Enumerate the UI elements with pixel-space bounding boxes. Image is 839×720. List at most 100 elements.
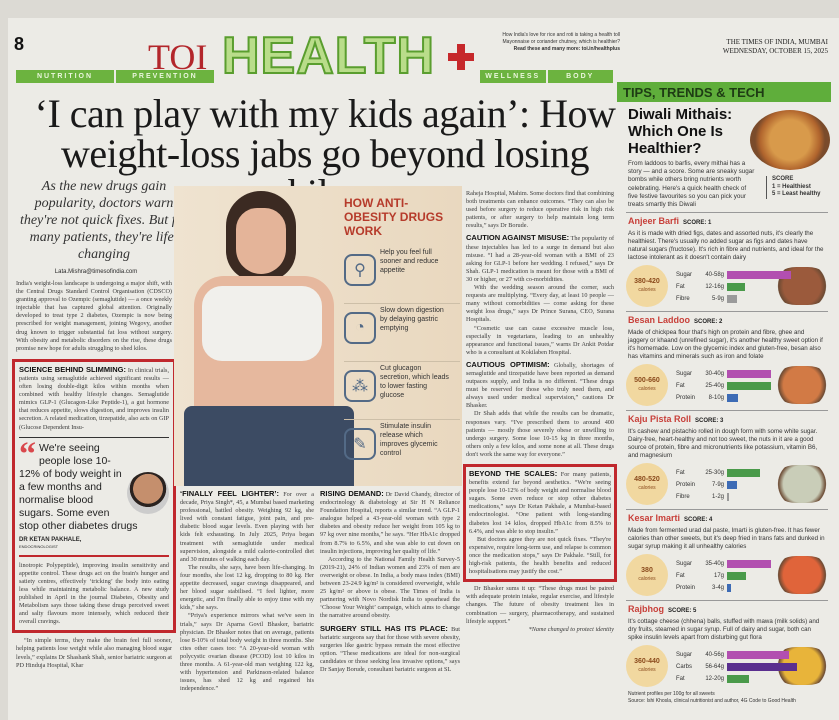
promo-line: Read these and many more: toi.in/healthp… [513, 46, 620, 52]
calorie-badge: 360-440 calories [626, 645, 668, 688]
science-tail: “In simple terms, they make the brain fe… [16, 637, 172, 669]
infographic-item: ⚲ Help you feel full sooner and reduce ap… [344, 246, 460, 304]
calorie-unit: calories [638, 386, 656, 393]
nav-body: BODY [548, 70, 615, 83]
nutrient-panel: 360-440 calories Sugar 40-56g Carbs 56-64g Fa… [620, 644, 834, 688]
promo-line: Mayonnaise or coriander chutney, which i… [502, 39, 620, 45]
footnote: *Name changed to protect identity [528, 625, 614, 633]
sidebar-title: Diwali Mithais: Which One Is Healthier? [628, 106, 733, 157]
nutrient-row: Fat 25-30g [676, 468, 760, 478]
calorie-value: 380 [641, 567, 653, 575]
sweet-score: SCORE: 3 [695, 418, 724, 425]
section-title: BEYOND THE SCALES: [469, 469, 558, 478]
divider [626, 311, 828, 313]
nutrient-row: Protein 7-9g [676, 480, 737, 490]
sweets-list: Anjeer Barfi SCORE: 1 As it is made with … [620, 212, 834, 688]
nutrient-label: Fat [676, 383, 685, 390]
score-key: SCORE 1 = Healthiest 5 = Least healthy [766, 176, 821, 199]
quote-author: DR KETAN PAKHALE, [19, 536, 82, 543]
sweet-heading: Kesar Imarti SCORE: 4 [620, 513, 834, 526]
photo-jeans [184, 406, 354, 486]
sweet-heading: Kaju Pista Roll SCORE: 3 [620, 414, 834, 427]
science-continued: linotropic Polypeptide), improving insul… [19, 561, 169, 626]
article-intro: India's weight-loss landscape is undergo… [16, 280, 172, 352]
section-text: But doctors agree they are not quick fix… [469, 535, 611, 576]
infographic-item: ◔ Slow down digestion by delaying gastric… [344, 304, 460, 362]
nutrient-label: Fibre [676, 494, 690, 501]
section-text: For many patients, benefits extend far b… [469, 471, 611, 535]
nutrient-row: Fat 12-16g [676, 282, 745, 292]
nav-prevention: PREVENTION [116, 70, 216, 83]
newspaper-page: 8 TOI HEALTH NUTRITION PREVENTION WELLNE… [8, 18, 839, 720]
score-key-line: 1 = Healthiest [772, 183, 811, 190]
nutrient-bar [727, 572, 746, 581]
section-text: The popularity of these injectables has … [466, 235, 615, 283]
nutrient-value: 5-9g [711, 296, 724, 303]
nutrient-value: 1-2g [711, 494, 724, 501]
article-headline: ‘I can play with my kids again’: How wei… [34, 91, 616, 214]
quote-role: ENDOCRINOLOGIST [19, 543, 59, 549]
section-text: Globally, shortages of semaglutide and t… [466, 361, 614, 410]
scales-section: BEYOND THE SCALES: For many patients, be… [469, 469, 611, 536]
page-number: 8 [14, 34, 25, 54]
section-text: In clinical trials, patients using semag… [19, 366, 169, 431]
sweet-description: Made of chickpea flour that's high on pr… [628, 329, 823, 361]
nutrient-bar [727, 584, 731, 593]
nutrient-value: 40-58g [705, 272, 724, 279]
nutrient-label: Sugar [676, 272, 693, 279]
nutrient-bar [727, 493, 729, 502]
nutrient-bar [727, 394, 738, 403]
nutrient-value: 3-4g [711, 585, 724, 592]
calorie-badge: 380 calories [626, 554, 668, 597]
nav-nutrition: NUTRITION [16, 70, 116, 83]
section-text: According to the National Family Health … [320, 555, 460, 620]
nutrient-label: Sugar [676, 371, 693, 378]
beyond-scales-box: BEYOND THE SCALES: For many patients, be… [463, 464, 617, 583]
nutrient-value: 12-16g [705, 284, 724, 291]
nutrient-bar [727, 675, 749, 684]
nutrient-value: 30-40g [705, 371, 724, 378]
sweet-name: Besan Laddoo [628, 315, 691, 326]
nutrient-bar [727, 283, 745, 292]
nutrient-row: Fibre 5-9g [676, 294, 737, 304]
divider [626, 212, 828, 214]
section-title: CAUTIOUS OPTIMISM: [466, 359, 550, 369]
sweet-heading: Besan Laddoo SCORE: 2 [620, 315, 834, 328]
mithai-sidebar: Diwali Mithais: Which One Is Healthier? … [620, 102, 834, 720]
calorie-unit: calories [638, 485, 656, 492]
nutrient-bar [727, 271, 791, 280]
plus-cross-icon [448, 44, 474, 70]
section-text: “Cosmetic use can cause excessive muscle… [466, 324, 614, 356]
nutrient-note: Nutrient profiles per 100g for all sweet… [628, 691, 715, 698]
section-title: SURGERY STILL HAS ITS PLACE: [320, 623, 448, 633]
nutrient-label: Sugar [676, 561, 693, 568]
quote-text: We're seeing people lose 10-12% of body … [19, 441, 138, 532]
paper-name: THE TIMES OF INDIA, MUMBAI [726, 38, 828, 46]
nutrient-row: Protein 8-10g [676, 393, 738, 403]
sweet-photo [774, 556, 830, 595]
nutrient-panel: 380-420 calories Sugar 40-58g Fat 12-16g Fibr… [620, 264, 834, 308]
nutrient-row: Fibre 1-2g [676, 492, 729, 502]
nutrient-row: Sugar 30-40g [676, 369, 771, 379]
calorie-value: 360-440 [634, 658, 660, 666]
stomach-fork-icon: ⚲ [344, 254, 376, 286]
score-key-line: SCORE [772, 176, 794, 182]
nutrient-label: Fat [676, 676, 685, 683]
calorie-unit: calories [638, 287, 656, 294]
section-nav-right: WELLNESS BODY [480, 70, 615, 83]
science-section: SCIENCE BEHIND SLIMMING: In clinical tri… [19, 365, 169, 432]
source-note: Source: Ishi Khosla, clinical nutritioni… [628, 698, 796, 705]
nutrient-bar [727, 651, 789, 660]
nutrient-label: Fat [676, 470, 685, 477]
sweet-name: Kesar Imarti [628, 513, 681, 524]
sweet-name: Anjeer Barfi [628, 216, 680, 227]
issue-date: WEDNESDAY, OCTOBER 15, 2025 [722, 47, 828, 55]
calorie-badge: 480-520 calories [626, 463, 668, 506]
nutrient-value: 35-40g [705, 561, 724, 568]
section-text: With the wedding season around the corne… [466, 284, 614, 324]
infographic-text: Help you feel full sooner and reduce app… [380, 249, 439, 274]
nutrient-value: 56-64g [705, 664, 724, 671]
photo-top [202, 286, 322, 361]
science-sidebar-box: SCIENCE BEHIND SLIMMING: In clinical tri… [12, 358, 176, 634]
score-key-line: 5 = Least healthy [772, 191, 821, 197]
